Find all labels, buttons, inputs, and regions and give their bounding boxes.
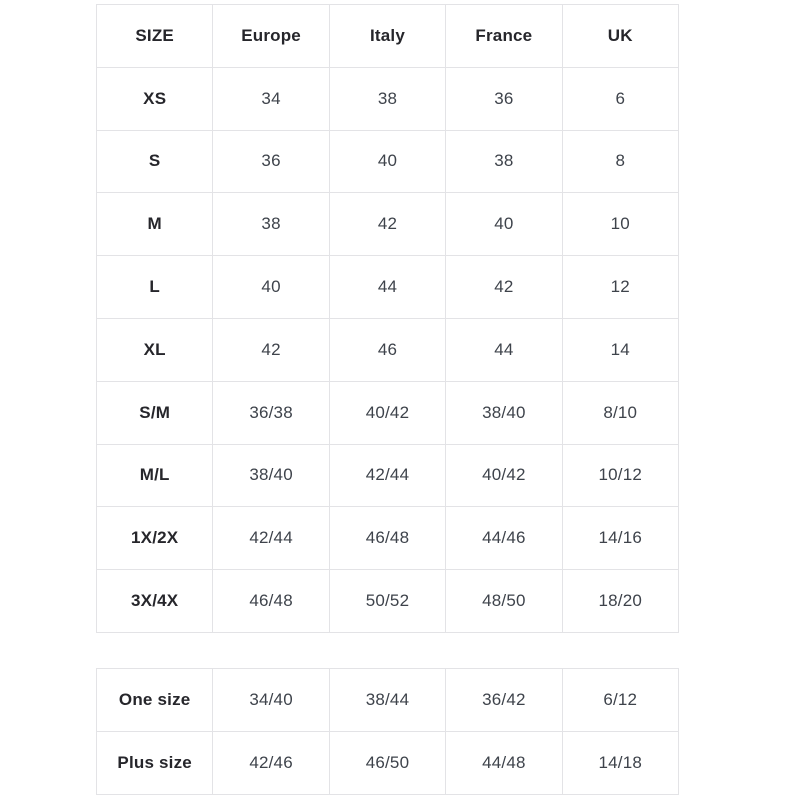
column-header-uk: UK	[561, 4, 680, 68]
size-value-cell: 46/50	[328, 730, 447, 795]
special-sizes-body: One size 34/40 38/44 36/42 6/12 Plus siz…	[95, 668, 680, 795]
size-value-cell: 10/12	[561, 443, 680, 508]
size-value-cell: 48/50	[445, 569, 563, 633]
size-value-cell: 18/20	[561, 569, 680, 633]
size-value-cell: 44/46	[445, 506, 563, 571]
size-table-body: XS 34 38 36 6 S 36 40 38 8 M 38 42 40 10	[95, 66, 680, 633]
row-label: XS	[95, 66, 214, 131]
row-label: S/M	[95, 380, 214, 445]
table-row-one-size: One size 34/40 38/44 36/42 6/12	[95, 668, 680, 732]
size-value-cell: 38	[445, 129, 563, 194]
size-value-cell: 42	[328, 192, 447, 257]
row-label: 1X/2X	[95, 506, 214, 571]
size-value-cell: 40/42	[445, 443, 563, 508]
column-header-italy: Italy	[328, 4, 447, 68]
size-value-cell: 46	[328, 317, 447, 382]
size-value-cell: 38/40	[445, 380, 563, 445]
table-row-3x4x: 3X/4X 46/48 50/52 48/50 18/20	[95, 569, 680, 633]
size-value-cell: 44/48	[445, 730, 563, 795]
size-value-cell: 14	[561, 317, 680, 382]
special-sizes-table: One size 34/40 38/44 36/42 6/12 Plus siz…	[95, 668, 680, 795]
size-value-cell: 44	[445, 317, 563, 382]
size-value-cell: 38/40	[212, 443, 330, 508]
table-row-xs: XS 34 38 36 6	[95, 66, 680, 131]
size-value-cell: 6/12	[561, 668, 680, 732]
size-value-cell: 34	[212, 66, 330, 131]
size-value-cell: 36/38	[212, 380, 330, 445]
row-label: S	[95, 129, 214, 194]
size-value-cell: 36/42	[445, 668, 563, 732]
row-label: XL	[95, 317, 214, 382]
size-value-cell: 36	[445, 66, 563, 131]
row-label: M	[95, 192, 214, 257]
size-conversion-table: SIZE Europe Italy France UK XS 34 38 36 …	[95, 4, 680, 633]
size-value-cell: 8	[561, 129, 680, 194]
size-value-cell: 40/42	[328, 380, 447, 445]
row-label: Plus size	[95, 730, 214, 795]
size-value-cell: 46/48	[328, 506, 447, 571]
size-value-cell: 10	[561, 192, 680, 257]
column-header-europe: Europe	[212, 4, 330, 68]
header-row: SIZE Europe Italy France UK	[95, 4, 680, 68]
size-value-cell: 40	[212, 255, 330, 319]
size-value-cell: 50/52	[328, 569, 447, 633]
size-value-cell: 42/44	[328, 443, 447, 508]
size-value-cell: 44	[328, 255, 447, 319]
size-value-cell: 36	[212, 129, 330, 194]
size-value-cell: 14/18	[561, 730, 680, 795]
size-value-cell: 38	[212, 192, 330, 257]
size-value-cell: 42	[212, 317, 330, 382]
table-row-plus-size: Plus size 42/46 46/50 44/48 14/18	[95, 730, 680, 795]
column-header-france: France	[445, 4, 563, 68]
size-value-cell: 34/40	[212, 668, 330, 732]
size-value-cell: 38/44	[328, 668, 447, 732]
size-value-cell: 38	[328, 66, 447, 131]
table-row-ml: M/L 38/40 42/44 40/42 10/12	[95, 443, 680, 508]
table-row-m: M 38 42 40 10	[95, 192, 680, 257]
row-label: M/L	[95, 443, 214, 508]
table-row-sm: S/M 36/38 40/42 38/40 8/10	[95, 380, 680, 445]
size-value-cell: 14/16	[561, 506, 680, 571]
size-value-cell: 8/10	[561, 380, 680, 445]
row-label: L	[95, 255, 214, 319]
size-value-cell: 42	[445, 255, 563, 319]
row-label: 3X/4X	[95, 569, 214, 633]
table-row-s: S 36 40 38 8	[95, 129, 680, 194]
table-row-xl: XL 42 46 44 14	[95, 317, 680, 382]
column-header-size: SIZE	[95, 4, 214, 68]
size-value-cell: 42/44	[212, 506, 330, 571]
table-row-1x2x: 1X/2X 42/44 46/48 44/46 14/16	[95, 506, 680, 571]
size-table-header: SIZE Europe Italy France UK	[95, 4, 680, 68]
size-value-cell: 46/48	[212, 569, 330, 633]
table-row-l: L 40 44 42 12	[95, 255, 680, 319]
size-value-cell: 12	[561, 255, 680, 319]
size-value-cell: 40	[328, 129, 447, 194]
row-label: One size	[95, 668, 214, 732]
size-value-cell: 40	[445, 192, 563, 257]
size-value-cell: 6	[561, 66, 680, 131]
size-value-cell: 42/46	[212, 730, 330, 795]
